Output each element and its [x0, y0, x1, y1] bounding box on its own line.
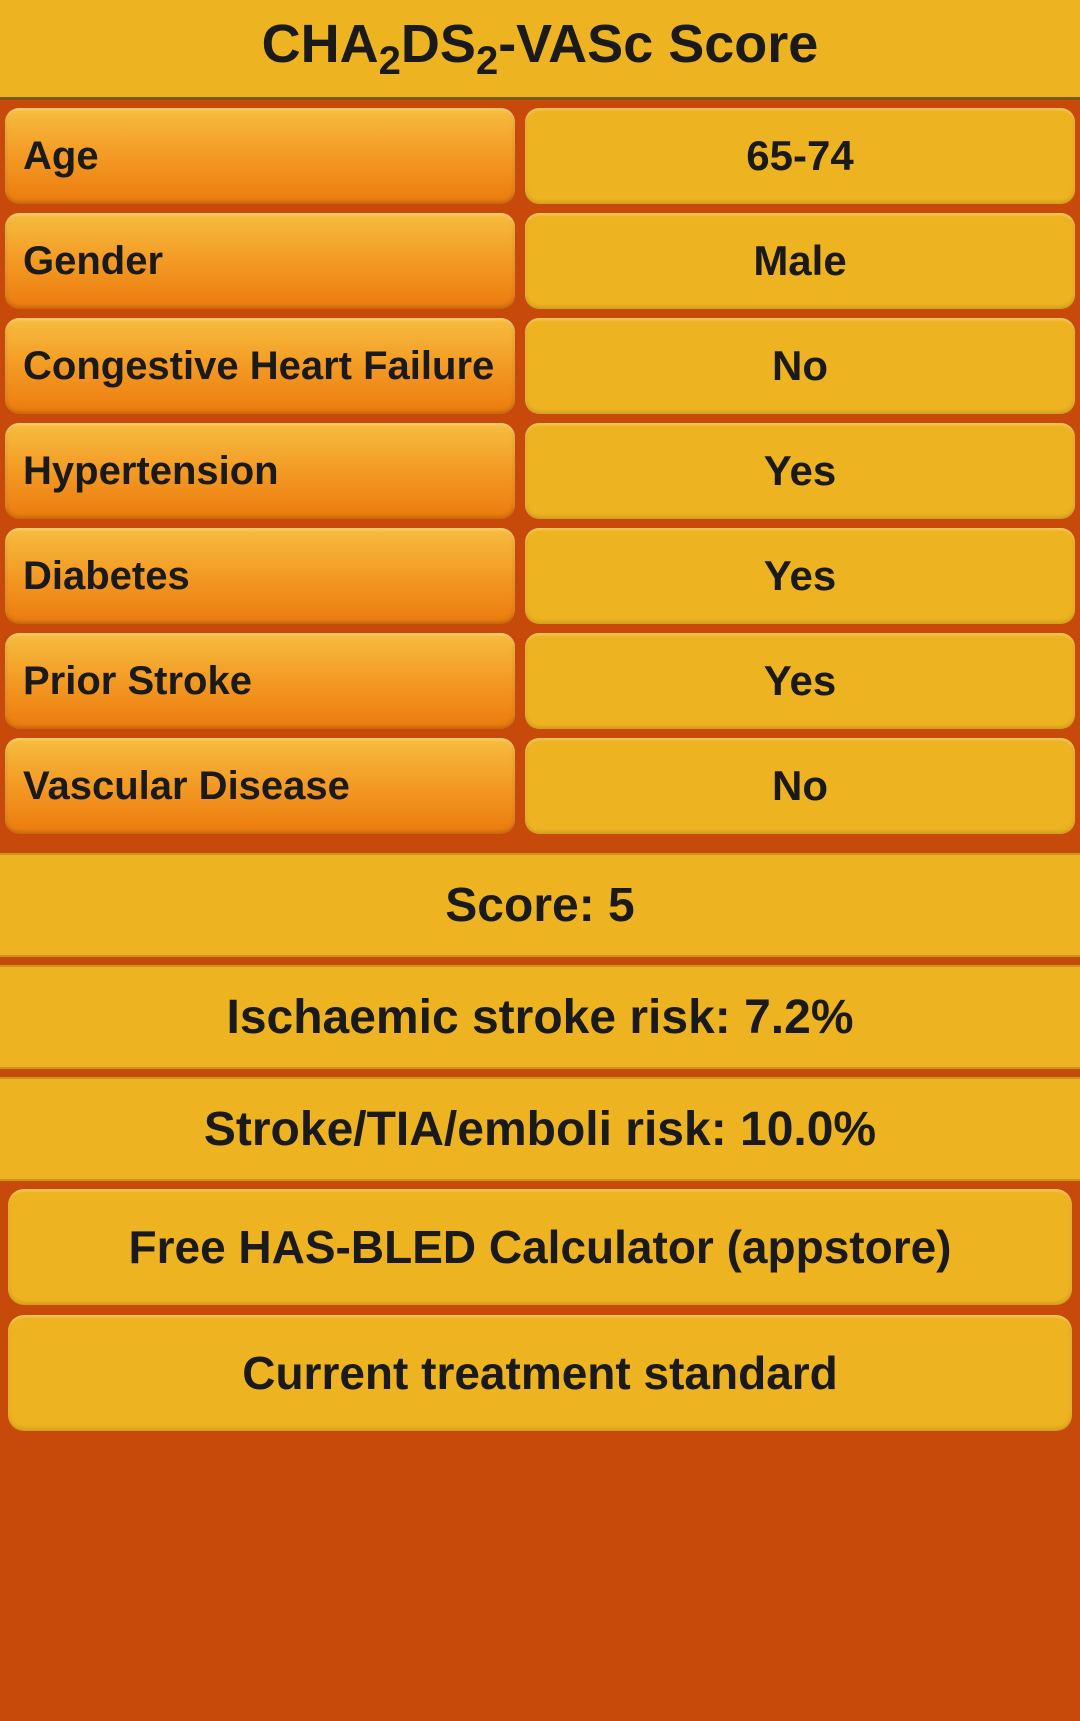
row-gender: Gender Male: [5, 213, 1075, 309]
row-stroke: Prior Stroke Yes: [5, 633, 1075, 729]
row-age: Age 65-74: [5, 108, 1075, 204]
label-gender: Gender: [5, 213, 515, 309]
ischaemic-risk-bar: Ischaemic stroke risk: 7.2%: [0, 965, 1080, 1069]
value-vascular[interactable]: No: [525, 738, 1075, 834]
page-title: CHA2DS2-VASc Score: [262, 13, 819, 84]
value-hypertension[interactable]: Yes: [525, 423, 1075, 519]
app-header: CHA2DS2-VASc Score: [0, 0, 1080, 100]
label-vascular: Vascular Disease: [5, 738, 515, 834]
input-grid: Age 65-74 Gender Male Congestive Heart F…: [0, 100, 1080, 848]
label-hypertension: Hypertension: [5, 423, 515, 519]
hasbled-button[interactable]: Free HAS-BLED Calculator (appstore): [8, 1189, 1072, 1305]
emboli-risk-bar: Stroke/TIA/emboli risk: 10.0%: [0, 1077, 1080, 1181]
treatment-button[interactable]: Current treatment standard: [8, 1315, 1072, 1431]
row-hypertension: Hypertension Yes: [5, 423, 1075, 519]
value-stroke[interactable]: Yes: [525, 633, 1075, 729]
row-chf: Congestive Heart Failure No: [5, 318, 1075, 414]
label-diabetes: Diabetes: [5, 528, 515, 624]
value-chf[interactable]: No: [525, 318, 1075, 414]
label-chf: Congestive Heart Failure: [5, 318, 515, 414]
value-gender[interactable]: Male: [525, 213, 1075, 309]
label-age: Age: [5, 108, 515, 204]
value-diabetes[interactable]: Yes: [525, 528, 1075, 624]
label-stroke: Prior Stroke: [5, 633, 515, 729]
row-diabetes: Diabetes Yes: [5, 528, 1075, 624]
score-bar: Score: 5: [0, 853, 1080, 957]
results-section: Score: 5 Ischaemic stroke risk: 7.2% Str…: [0, 853, 1080, 1181]
value-age[interactable]: 65-74: [525, 108, 1075, 204]
row-vascular: Vascular Disease No: [5, 738, 1075, 834]
